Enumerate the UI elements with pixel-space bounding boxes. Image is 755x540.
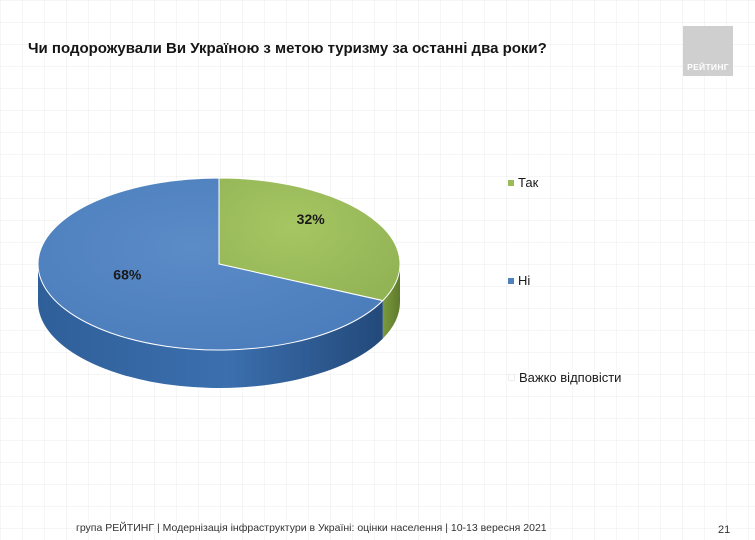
legend: Так Ні Важко відповісти xyxy=(508,0,708,540)
pie-side-ni xyxy=(38,264,383,388)
legend-label-ni: Ні xyxy=(518,273,531,288)
legend-item-hard-to-say: Важко відповісти xyxy=(508,370,621,385)
page-number: 21 xyxy=(718,524,731,536)
legend-swatch-white xyxy=(508,374,515,381)
legend-label-tak: Так xyxy=(518,175,539,190)
footer-text: група РЕЙТИНГ | Модернізація інфраструкт… xyxy=(76,522,547,534)
rating-logo: РЕЙТИНГ xyxy=(683,26,733,76)
legend-item-ni: Ні xyxy=(508,273,530,288)
legend-swatch-blue xyxy=(508,277,514,284)
legend-item-tak: Так xyxy=(508,175,538,190)
legend-swatch-green xyxy=(508,179,514,186)
chart-title: Чи подорожували Ви Україною з метою тури… xyxy=(28,40,547,57)
logo-text: РЕЙТИНГ xyxy=(687,62,729,72)
legend-label-hard-to-say: Важко відповісти xyxy=(519,370,622,385)
data-label-tak: 32% xyxy=(297,211,326,227)
data-label-ni: 68% xyxy=(113,266,142,282)
pie-slice-ni xyxy=(37,177,384,351)
pie-slice-tak xyxy=(218,177,401,302)
